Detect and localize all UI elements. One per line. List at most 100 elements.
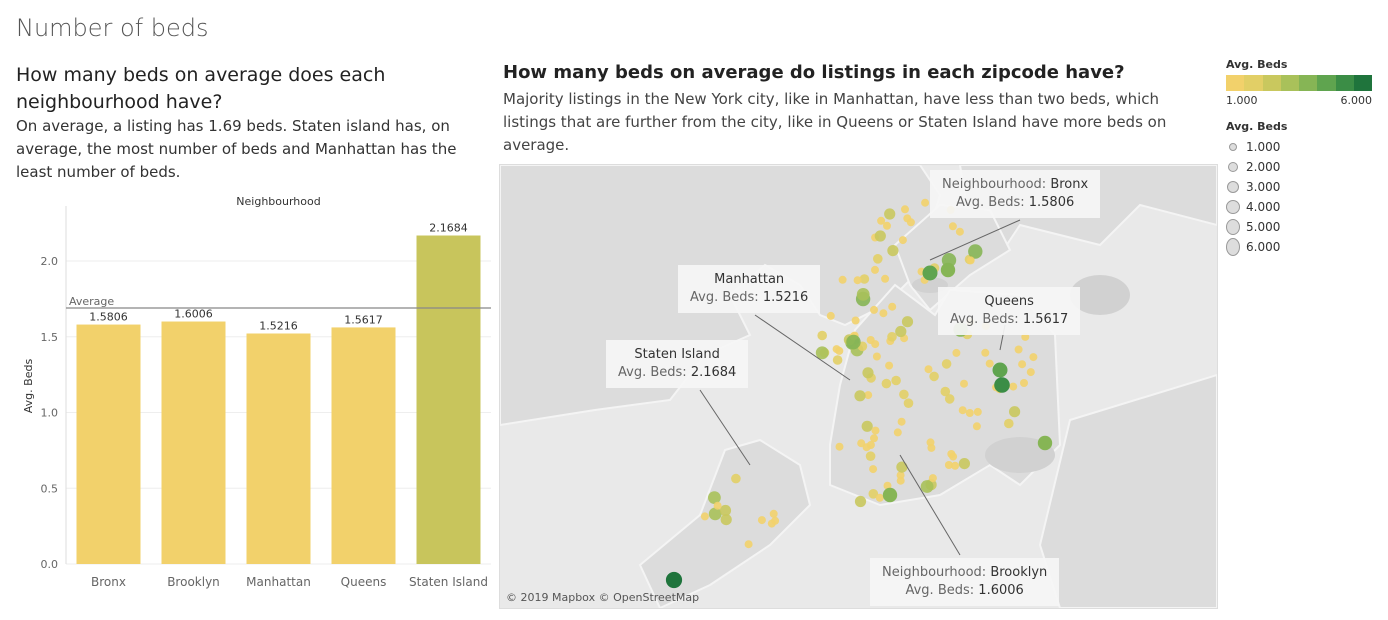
zipcode-marker[interactable]: [927, 443, 936, 452]
zipcode-marker[interactable]: [903, 398, 914, 408]
zipcode-marker[interactable]: [944, 394, 955, 404]
zipcode-marker[interactable]: [1037, 435, 1053, 451]
zipcode-marker[interactable]: [769, 509, 778, 518]
zipcode-marker[interactable]: [665, 571, 683, 589]
zipcode-marker[interactable]: [929, 371, 939, 382]
zipcode-marker[interactable]: [869, 465, 878, 474]
zipcode-marker[interactable]: [870, 434, 878, 443]
bar-bronx[interactable]: [76, 324, 141, 564]
zipcode-marker[interactable]: [883, 221, 891, 230]
zipcode-marker[interactable]: [899, 389, 909, 400]
zipcode-marker[interactable]: [731, 473, 741, 484]
zipcode-marker[interactable]: [920, 480, 934, 493]
zipcode-marker[interactable]: [864, 391, 873, 400]
zipcode-marker[interactable]: [903, 214, 912, 223]
zipcode-marker[interactable]: [958, 458, 970, 470]
zipcode-marker[interactable]: [893, 428, 902, 437]
zipcode-marker[interactable]: [1018, 360, 1027, 369]
zipcode-marker[interactable]: [992, 362, 1008, 378]
zipcode-marker[interactable]: [859, 274, 870, 284]
zipcode-marker[interactable]: [887, 245, 899, 257]
zipcode-marker[interactable]: [965, 409, 974, 417]
zipcode-marker[interactable]: [940, 386, 951, 397]
zipcode-marker[interactable]: [871, 426, 880, 435]
bar-manhattan[interactable]: [246, 333, 311, 564]
zipcode-marker[interactable]: [1020, 379, 1028, 387]
zipcode-marker[interactable]: [924, 365, 933, 374]
zipcode-marker[interactable]: [901, 316, 914, 328]
zipcode-marker[interactable]: [1009, 382, 1018, 391]
zipcode-marker[interactable]: [720, 514, 732, 526]
map-canvas[interactable]: [500, 165, 1217, 608]
zipcode-marker[interactable]: [1004, 418, 1014, 429]
zipcode-marker[interactable]: [879, 309, 888, 318]
zipcode-marker[interactable]: [885, 361, 894, 370]
zipcode-marker[interactable]: [882, 487, 898, 503]
zipcode-marker[interactable]: [767, 519, 776, 528]
zipcode-marker[interactable]: [851, 316, 860, 325]
zipcode-marker[interactable]: [862, 367, 874, 379]
zipcode-marker[interactable]: [891, 375, 901, 386]
zipcode-marker[interactable]: [744, 540, 753, 549]
zipcode-marker[interactable]: [940, 262, 956, 278]
zipcode-marker[interactable]: [708, 491, 721, 504]
zipcode-marker[interactable]: [884, 208, 896, 220]
zipcode-marker[interactable]: [901, 205, 909, 214]
zipcode-marker[interactable]: [877, 216, 886, 225]
zipcode-marker[interactable]: [854, 495, 867, 508]
zipcode-marker[interactable]: [871, 340, 880, 349]
zipcode-marker[interactable]: [708, 507, 722, 521]
zipcode-marker[interactable]: [866, 441, 875, 449]
zipcode-marker[interactable]: [853, 276, 862, 285]
zipcode-marker[interactable]: [895, 325, 907, 338]
zipcode-marker[interactable]: [713, 501, 722, 510]
zipcode-marker[interactable]: [948, 222, 957, 231]
zipcode-marker[interactable]: [888, 302, 897, 311]
zipcode-marker[interactable]: [857, 439, 866, 448]
zipcode-marker[interactable]: [881, 274, 890, 283]
zipcode-marker[interactable]: [846, 334, 861, 350]
zipcode-marker[interactable]: [966, 256, 975, 265]
zipcode-marker[interactable]: [955, 227, 964, 236]
zipcode-marker[interactable]: [870, 305, 878, 314]
zipcode-marker[interactable]: [928, 474, 937, 483]
zipcode-marker[interactable]: [896, 461, 908, 473]
zipcode-marker[interactable]: [897, 417, 906, 426]
zipcode-marker[interactable]: [815, 346, 829, 360]
zipcode-marker[interactable]: [922, 265, 938, 281]
zipcode-marker[interactable]: [941, 359, 952, 369]
zipcode-marker[interactable]: [944, 461, 953, 469]
zipcode-marker[interactable]: [1014, 345, 1023, 354]
zipcode-marker[interactable]: [972, 422, 981, 431]
zipcode-marker[interactable]: [1026, 368, 1035, 377]
zipcode-marker[interactable]: [700, 512, 709, 521]
zipcode-markers[interactable]: [665, 198, 1053, 589]
zipcode-marker[interactable]: [817, 330, 827, 341]
zipcode-marker[interactable]: [1029, 353, 1038, 362]
zipcode-marker[interactable]: [921, 198, 930, 207]
zipcode-marker[interactable]: [951, 461, 960, 470]
zipcode-marker[interactable]: [757, 516, 766, 525]
zipcode-marker[interactable]: [854, 390, 866, 402]
zipcode-marker[interactable]: [960, 379, 968, 388]
zipcode-marker[interactable]: [865, 451, 876, 462]
zipcode-marker[interactable]: [952, 348, 961, 357]
zipcode-marker[interactable]: [887, 332, 897, 342]
zipcode-marker[interactable]: [871, 265, 879, 274]
zipcode-marker[interactable]: [832, 355, 843, 365]
zipcode-marker[interactable]: [981, 348, 990, 357]
zipcode-marker[interactable]: [719, 504, 732, 517]
zipcode-marker[interactable]: [883, 481, 892, 490]
bar-brooklyn[interactable]: [161, 321, 226, 564]
zipcode-marker[interactable]: [872, 352, 881, 361]
zipcode-marker[interactable]: [958, 406, 967, 415]
zipcode-marker[interactable]: [968, 244, 983, 259]
zipcode-marker[interactable]: [835, 442, 844, 451]
zipcode-marker[interactable]: [896, 476, 905, 485]
zipcode-marker[interactable]: [835, 346, 844, 355]
zipcode-marker[interactable]: [868, 489, 879, 499]
zipcode-marker[interactable]: [856, 288, 870, 301]
zipcode-marker[interactable]: [861, 420, 873, 432]
zipcode-marker[interactable]: [874, 230, 886, 242]
zipcode-marker[interactable]: [1009, 406, 1021, 418]
